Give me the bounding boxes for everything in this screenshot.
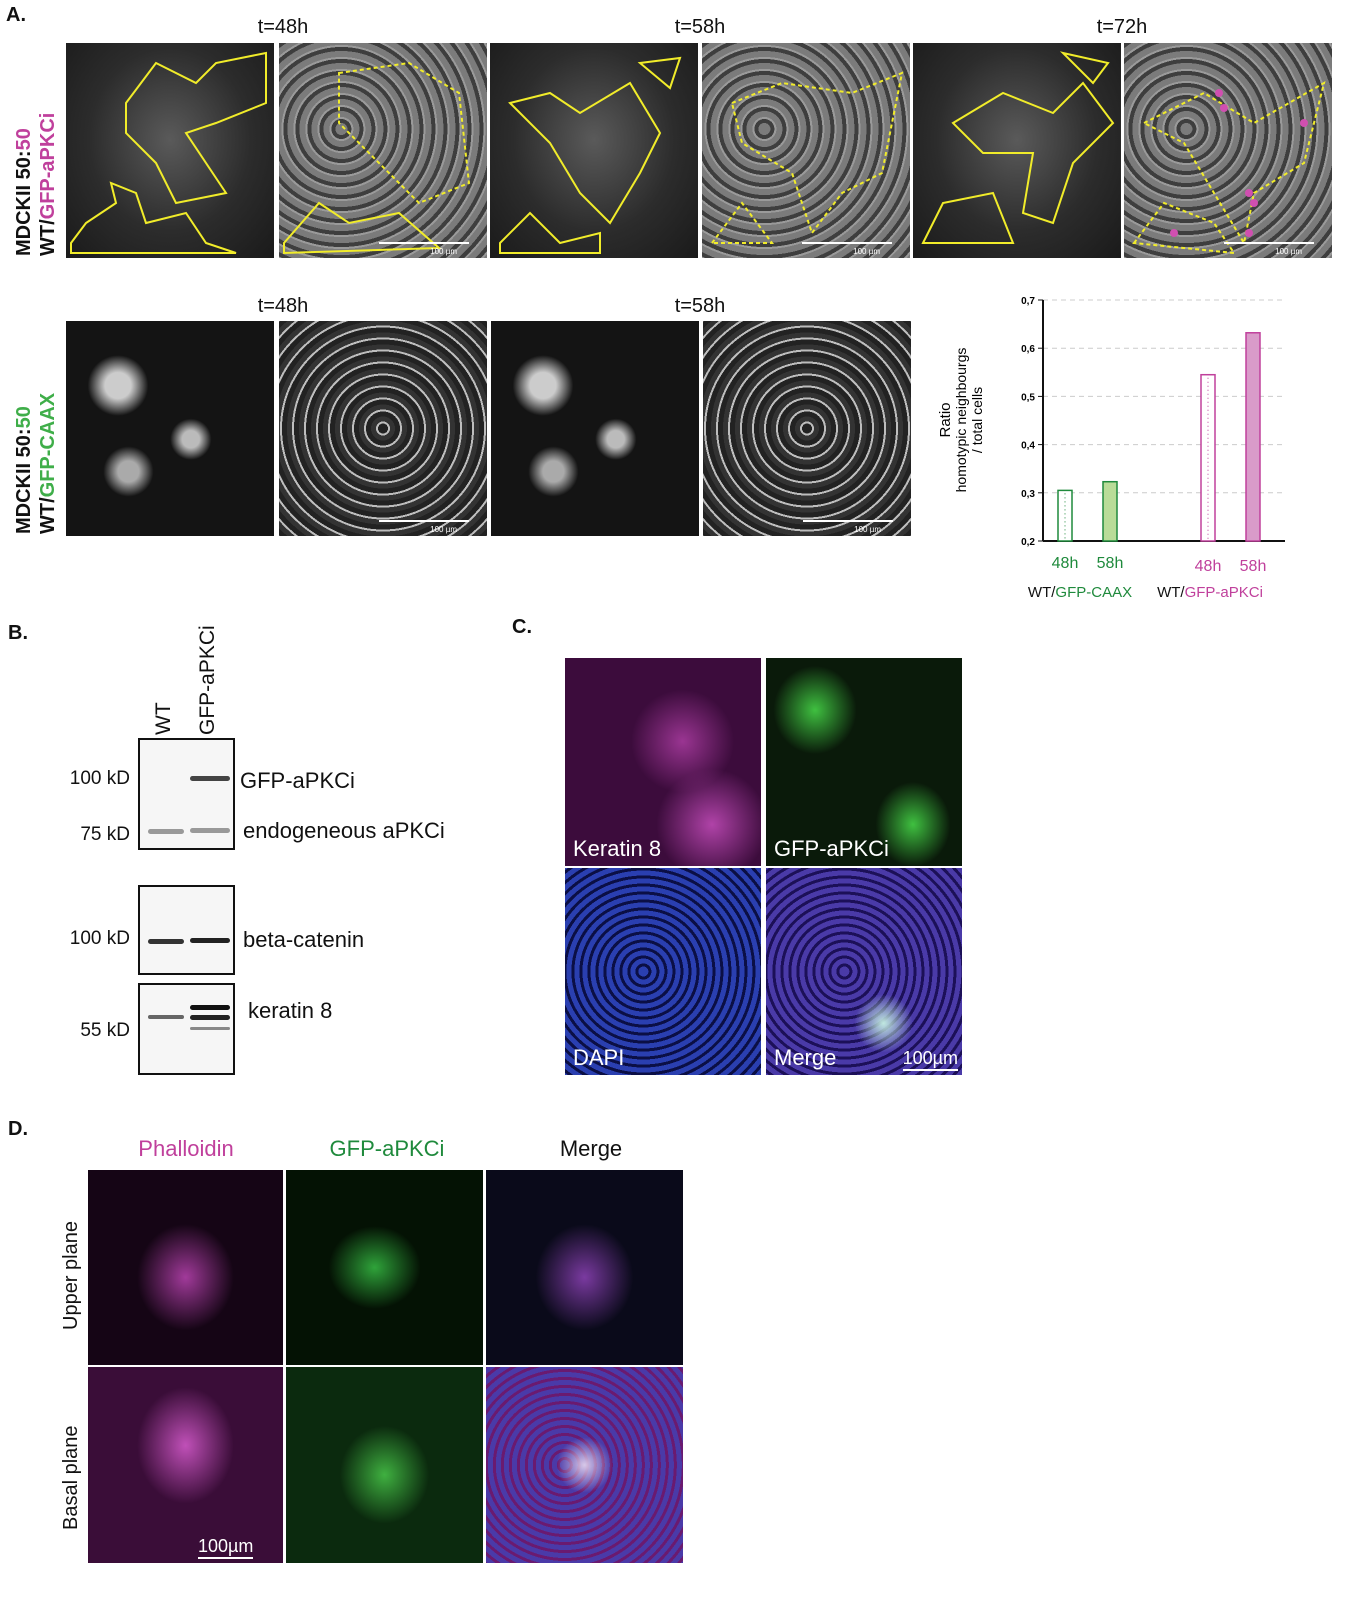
scale-bar-label: 100 µm [854,525,881,534]
scale-bar-label: 100 µm [1275,247,1302,256]
band-gfp-apkci: GFP-aPKCi [240,768,355,793]
clone-outline [499,56,682,254]
y-axis-label: homotypic neighbourgs [953,348,969,493]
row2-time-58h: t=58h [674,295,726,317]
image-gfp-apkci: GFP-aPKCi [766,658,962,866]
arrow-markers [1170,89,1308,237]
group-prefix: WT/ [1028,584,1056,601]
clone-outline [921,51,1115,244]
bar-58h-3 [1245,332,1261,542]
row1-ylabel-l1: MDCKII 50: [13,150,35,256]
y-axis-label: / total cells [969,387,985,453]
image-merge-basal [486,1367,683,1563]
image-phalloidin-basal: 100µm [88,1367,283,1563]
row2-phase-48h: 100 µm [279,321,487,536]
row2-ylabel-construct: GFP-CAAX [37,392,59,498]
blot-keratin-8 [138,983,235,1075]
image-label: DAPI [573,1045,625,1070]
col-phalloidin: Phalloidin [138,1136,234,1161]
y-axis-label: Ratio [937,402,954,437]
row2-ylabel-accent: 50 [13,406,35,429]
panel-c-label: C. [512,616,532,638]
row-upper-plane: Upper plane [60,1221,82,1330]
scale-bar-label: 100 µm [430,525,457,534]
row1-time-72h: t=72h [1096,16,1148,38]
bar-58h-1 [1102,480,1118,542]
y-tick-label: 0,6 [1021,344,1035,355]
lane-wt: WT [152,702,175,735]
y-tick-label: 0,7 [1021,296,1035,307]
y-tick-label: 0,3 [1021,489,1035,500]
y-tick-label: 0,5 [1021,392,1035,403]
row1-ylabel-construct: GFP-aPKCi [37,112,59,220]
row2-phase-58h: 100 µm [703,321,911,536]
band-beta-catenin: beta-catenin [243,927,365,952]
row2-time-48h: t=48h [257,295,309,317]
col-merge: Merge [559,1136,623,1161]
marker-55kd: 55 kD [80,1020,130,1041]
row1-phase-72h: 100 µm [1124,43,1332,258]
blot-beta-catenin [138,885,235,975]
clone-outline [70,51,267,254]
row1-ylabel-prefix: WT/ [37,219,59,256]
image-phalloidin-upper [88,1170,283,1365]
y-tick-label: 0,4 [1021,441,1035,452]
image-label: GFP-aPKCi [774,836,889,861]
image-merge-upper [486,1170,683,1365]
x-tick-label: 48h [1195,558,1222,575]
group-name: GFP-aPKCi [1185,584,1263,601]
row2-fluorescence-58h [491,321,699,536]
row2-fluorescence-48h [66,321,274,536]
homotypic-ratio-chart: 0,2 0,3 0,4 0,5 0,6 0,7 Ratio homotypic neighbo… [937,296,1285,601]
group-label-GFP-aPKCi: WT/GFP-aPKCi [1157,584,1263,601]
row1-ylabel: MDCKII 50:50 WT/GFP-aPKCi [12,113,60,256]
row1-fluorescence-48h [66,43,274,258]
col-gfp-apkci: GFP-aPKCi [329,1136,445,1161]
scale-bar-label: 100 µm [853,247,880,256]
group-label-GFP-CAAX: WT/GFP-CAAX [1028,584,1132,601]
image-label: Merge [774,1045,837,1070]
row2-ylabel-prefix: WT/ [37,497,59,534]
image-dapi: DAPI [565,868,761,1075]
image-gfp-upper [286,1170,483,1365]
marker-100kd: 100 kD [69,768,130,789]
marker-100kd-2: 100 kD [69,928,130,949]
x-tick-label: 58h [1097,555,1124,572]
group-prefix: WT/ [1157,584,1185,601]
row2-ylabel: MDCKII 50:50 WT/GFP-CAAX [12,393,60,534]
row2-ylabel-l1: MDCKII 50: [13,428,35,534]
panel-b-label: B. [8,622,28,644]
scale-bar: 100µm [902,1048,958,1071]
y-tick-label: 0,2 [1021,537,1035,548]
scale-bar-label: 100 µm [430,247,457,256]
group-name: GFP-CAAX [1055,584,1132,601]
band-keratin-8: keratin 8 [248,998,333,1023]
panel-a-label: A. [6,4,26,26]
row1-phase-48h: 100 µm [279,43,487,258]
clone-outline [1132,80,1326,255]
clone-outline [283,61,471,255]
row1-time-48h: t=48h [257,16,309,38]
row-basal-plane: Basal plane [60,1425,82,1530]
marker-75kd: 75 kD [80,824,130,845]
row1-fluorescence-72h [913,43,1121,258]
blot-apkci [138,738,235,850]
bar-48h-0 [1057,489,1073,542]
lane-gfp-apkci: GFP-aPKCi [196,625,219,735]
row1-time-58h: t=58h [674,16,726,38]
clone-outline [710,71,904,244]
row1-phase-58h: 100 µm [702,43,910,258]
row1-fluorescence-58h [490,43,698,258]
image-gfp-basal [286,1367,483,1563]
scale-bar: 100µm [198,1536,254,1559]
panel-d-label: D. [8,1118,28,1140]
image-merge: Merge 100µm [766,868,962,1075]
band-endogenous-apkci: endogeneous aPKCi [243,818,445,843]
row1-ylabel-accent: 50 [13,128,35,151]
x-tick-label: 48h [1052,555,1079,572]
x-tick-label: 58h [1240,558,1267,575]
image-keratin-8: Keratin 8 [565,658,761,866]
image-label: Keratin 8 [573,836,662,861]
